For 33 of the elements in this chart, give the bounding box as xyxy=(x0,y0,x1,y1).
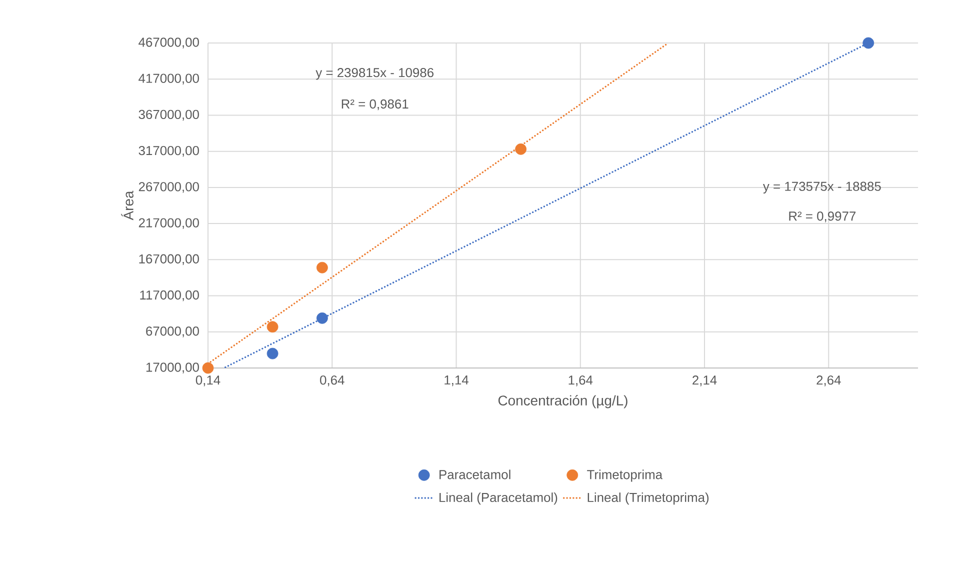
point xyxy=(515,143,527,155)
x-tick-label: 2,14 xyxy=(692,376,717,386)
x-tick-label: 2,64 xyxy=(816,376,841,386)
point xyxy=(316,312,328,324)
y-tick-label: 17000,00 xyxy=(146,362,199,374)
y-tick-label: 467000,00 xyxy=(138,38,199,48)
x-tick-label: 0,64 xyxy=(320,376,344,386)
x-axis-title: Concentración (µg/L) xyxy=(498,395,628,408)
x-tick-label: 0,14 xyxy=(196,376,220,386)
y-tick-label: 317000,00 xyxy=(138,146,199,157)
legend-label: Lineal (Trimetoprima) xyxy=(588,492,709,505)
point xyxy=(266,321,278,333)
annotation: R² = 0,9977 xyxy=(789,212,856,222)
legend-label: Trimetoprima xyxy=(587,470,663,482)
x-tick-label: 1,64 xyxy=(568,376,593,386)
point xyxy=(202,362,214,374)
y-tick-label: 67000,00 xyxy=(146,326,199,338)
point xyxy=(862,37,874,49)
y-axis-title: Área xyxy=(121,190,134,220)
annotation: y = 239815x - 10986 xyxy=(316,68,434,80)
y-tick-label: 167000,00 xyxy=(139,254,199,266)
x-tick-label: 1,14 xyxy=(444,376,468,386)
y-tick-label: 117000,00 xyxy=(140,290,199,302)
legend-label: Paracetamol xyxy=(440,470,510,480)
annotation: R² = 0,9861 xyxy=(342,99,408,110)
y-tick-label: 217000,00 xyxy=(138,218,199,229)
annotation: y = 173575x - 18885 xyxy=(762,182,881,194)
y-tick-label: 417000,00 xyxy=(138,74,199,84)
y-tick-label: 367000,00 xyxy=(138,110,199,121)
point xyxy=(266,348,278,360)
legend-label: Lineal (Paracetamol) xyxy=(440,492,558,505)
point xyxy=(316,262,328,274)
y-tick-label: 267000,00 xyxy=(138,182,199,193)
